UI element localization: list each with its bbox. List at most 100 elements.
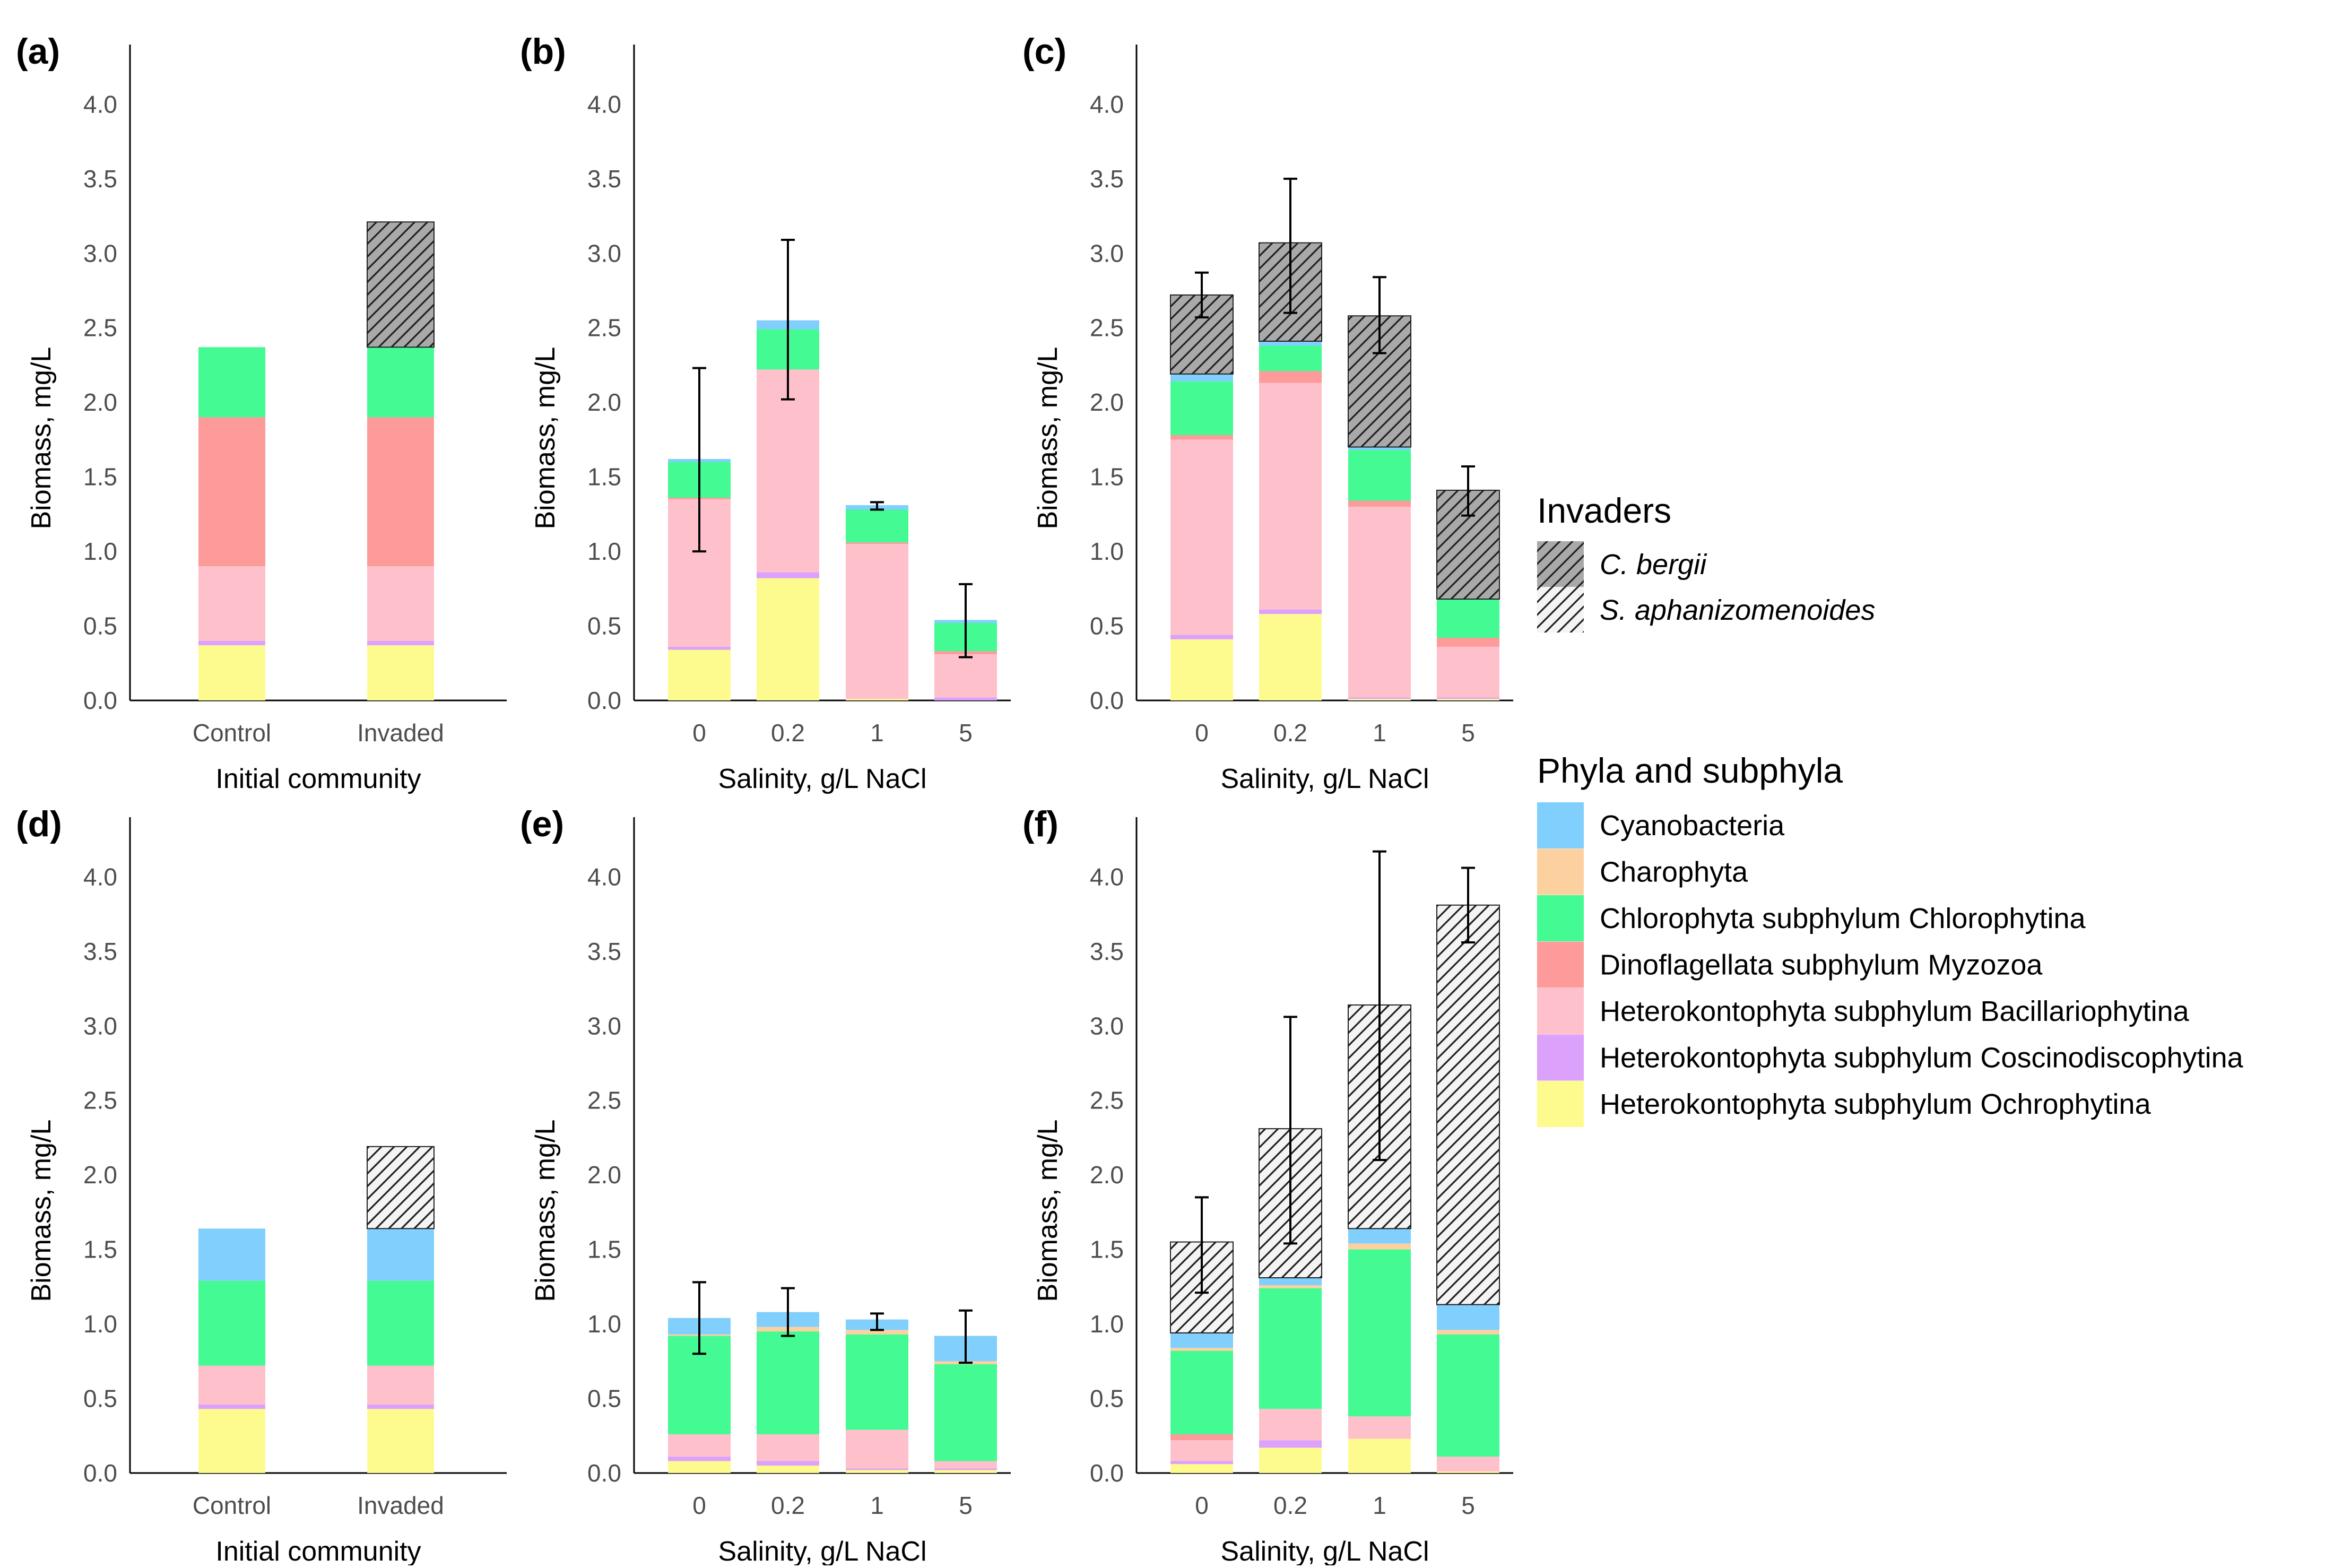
- bar-segment-e-1-coscinodiscophytina: [846, 1468, 908, 1470]
- bar-segment-f-0-2-charophyta: [1259, 1285, 1322, 1288]
- y-tick-label-b: 4.0: [587, 90, 621, 118]
- y-tick-label-f: 3.5: [1090, 938, 1124, 965]
- y-tick-label-b: 0.0: [587, 687, 621, 714]
- bar-segment-e-5-ochrophytina: [934, 1470, 997, 1473]
- bar-segment-c-1-cyanobacteria: [1348, 447, 1411, 451]
- legend-label-ochrophytina: Heterokontophyta subphylum Ochrophytina: [1600, 1088, 2152, 1120]
- bar-segment-c-0-2-cyanobacteria: [1259, 341, 1322, 346]
- x-axis-title-c: Salinity, g/L NaCl: [1220, 764, 1429, 794]
- error-bar-f-5: [1461, 867, 1475, 943]
- bar-segment-f-5-bacillariophytina: [1437, 1457, 1499, 1472]
- x-tick-label-c-5: 5: [1461, 719, 1475, 747]
- bar-segment-b-0-coscinodiscophytina: [668, 646, 731, 650]
- error-bar-f-0: [1195, 1196, 1209, 1294]
- bar-segment-e-0-2-ochrophytina: [757, 1465, 819, 1473]
- y-tick-label-a: 3.5: [83, 165, 117, 193]
- bar-segment-d-control-ochrophytina: [198, 1409, 265, 1473]
- bar-segment-f-1-chlorophytina: [1348, 1249, 1411, 1417]
- bar-segment-f-0-cyanobacteria: [1170, 1332, 1233, 1348]
- bar-segment-f-0-myzozoa: [1170, 1434, 1233, 1441]
- legend-swatch-s-aphanizomenoides: [1537, 587, 1584, 633]
- x-tick-label-b-0-2: 0.2: [771, 719, 805, 747]
- bar-segment-c-0-cyanobacteria: [1170, 374, 1233, 382]
- y-tick-label-e: 1.5: [587, 1236, 621, 1263]
- bar-segment-d-control-cyanobacteria: [198, 1228, 265, 1281]
- bar-segment-c-0-chlorophytina: [1170, 381, 1233, 435]
- bar-segment-e-1-bacillariophytina: [846, 1430, 908, 1469]
- y-axis-title-b: Biomass, mg/L: [530, 347, 561, 530]
- y-tick-label-e: 4.0: [587, 863, 621, 890]
- legend-swatch-coscinodiscophytina: [1537, 1034, 1584, 1081]
- legend-label-myzozoa: Dinoflagellata subphylum Myzozoa: [1600, 949, 2043, 981]
- y-tick-label-c: 3.5: [1090, 165, 1124, 193]
- bar-segment-d-invaded-coscinodiscophytina: [367, 1404, 434, 1409]
- y-axis-title-d: Biomass, mg/L: [26, 1120, 57, 1302]
- bar-segment-d-invaded-bacillariophytina: [367, 1365, 434, 1405]
- bar-segment-d-control-chlorophytina: [198, 1280, 265, 1366]
- y-tick-label-e: 2.0: [587, 1161, 621, 1189]
- error-bar-c-0: [1195, 271, 1209, 319]
- y-tick-label-f: 0.0: [1090, 1459, 1124, 1487]
- bar-segment-e-5-bacillariophytina: [934, 1461, 997, 1469]
- x-tick-label-f-0-2: 0.2: [1273, 1492, 1307, 1519]
- x-tick-label-e-0-2: 0.2: [771, 1492, 805, 1519]
- y-tick-label-b: 3.0: [587, 239, 621, 267]
- legend-swatch-chlorophytina: [1537, 895, 1584, 941]
- y-tick-label-d: 4.0: [83, 863, 117, 890]
- bar-segment-d-invaded-s-aphanizomenoides: [367, 1146, 434, 1229]
- bar-segment-c-1-myzozoa: [1348, 500, 1411, 507]
- y-tick-label-c: 1.5: [1090, 463, 1124, 491]
- bar-segment-b-5-bacillariophytina: [934, 654, 997, 698]
- bar-segment-a-control-bacillariophytina: [198, 566, 265, 641]
- bar-segment-c-1-chlorophytina: [1348, 450, 1411, 501]
- bar-segment-e-0-coscinodiscophytina: [668, 1457, 731, 1461]
- bar-segment-f-0-2-ochrophytina: [1259, 1448, 1322, 1473]
- y-tick-label-f: 3.0: [1090, 1012, 1124, 1039]
- bar-segment-f-0-2-cyanobacteria: [1259, 1278, 1322, 1286]
- bar-segment-c-0-2-ochrophytina: [1259, 614, 1322, 700]
- legend-label-charophyta: Charophyta: [1600, 856, 1748, 888]
- y-tick-label-f: 2.5: [1090, 1087, 1124, 1114]
- legend-phyla-title: Phyla and subphyla: [1537, 751, 1843, 790]
- bar-segment-e-0-2-bacillariophytina: [757, 1434, 819, 1461]
- bar-outline-a-invaded: [367, 221, 435, 348]
- legend-label-chlorophytina: Chlorophyta subphylum Chlorophytina: [1600, 903, 2086, 934]
- y-tick-label-a: 2.0: [83, 388, 117, 416]
- x-tick-label-d-control: Control: [193, 1492, 271, 1519]
- x-axis-title-d: Initial community: [215, 1536, 421, 1565]
- y-axis-title-a: Biomass, mg/L: [26, 347, 57, 530]
- bar-segment-c-0-myzozoa: [1170, 435, 1233, 440]
- y-axis-title-f: Biomass, mg/L: [1033, 1120, 1063, 1302]
- bar-segment-c-1-ochrophytina: [1348, 699, 1411, 700]
- panel-b: (b) 0.0 0.5 1.0 1.5 2.0 2.5 3.0 3.5 4.0 Biomass, m…: [520, 31, 1011, 794]
- x-axis-title-f: Salinity, g/L NaCl: [1220, 1536, 1429, 1565]
- y-tick-label-b: 2.5: [587, 314, 621, 342]
- x-tick-label-e-0: 0: [692, 1492, 706, 1519]
- y-tick-label-c: 3.0: [1090, 239, 1124, 267]
- bar-segment-e-1-charophyta: [846, 1330, 908, 1335]
- y-tick-label-d: 1.5: [83, 1236, 117, 1263]
- error-bar-c-1: [1373, 276, 1386, 354]
- y-tick-label-d: 0.0: [83, 1459, 117, 1487]
- bar-segment-c-0-coscinodiscophytina: [1170, 635, 1233, 639]
- x-axis-title-b: Salinity, g/L NaCl: [718, 764, 926, 794]
- x-tick-label-f-5: 5: [1461, 1492, 1475, 1519]
- panel-d: (d) 0.0 0.5 1.0 1.5 2.0 2.5 3.0 3.5 4.0 Biomass, m…: [16, 804, 507, 1567]
- bar-segment-f-0-ochrophytina: [1170, 1464, 1233, 1473]
- error-bar-e-0: [692, 1281, 706, 1355]
- error-bar-b-0-2: [781, 238, 795, 401]
- legend-swatch-charophyta: [1537, 848, 1584, 895]
- bar-outline-d-invaded: [367, 1146, 435, 1229]
- x-axis-title-a: Initial community: [215, 764, 421, 794]
- bar-segment-b-1-chlorophytina: [846, 509, 908, 543]
- bar-segment-d-control-coscinodiscophytina: [198, 1404, 265, 1409]
- y-tick-label-d: 3.5: [83, 938, 117, 965]
- bar-segment-f-0-2-bacillariophytina: [1259, 1409, 1322, 1441]
- legend-label-cyanobacteria: Cyanobacteria: [1600, 810, 1785, 842]
- y-tick-label-e: 3.5: [587, 938, 621, 965]
- y-tick-label-f: 4.0: [1090, 863, 1124, 890]
- x-tick-label-a-control: Control: [193, 719, 271, 747]
- panel-label-e: (e): [520, 804, 564, 844]
- error-bar-e-1: [870, 1312, 884, 1331]
